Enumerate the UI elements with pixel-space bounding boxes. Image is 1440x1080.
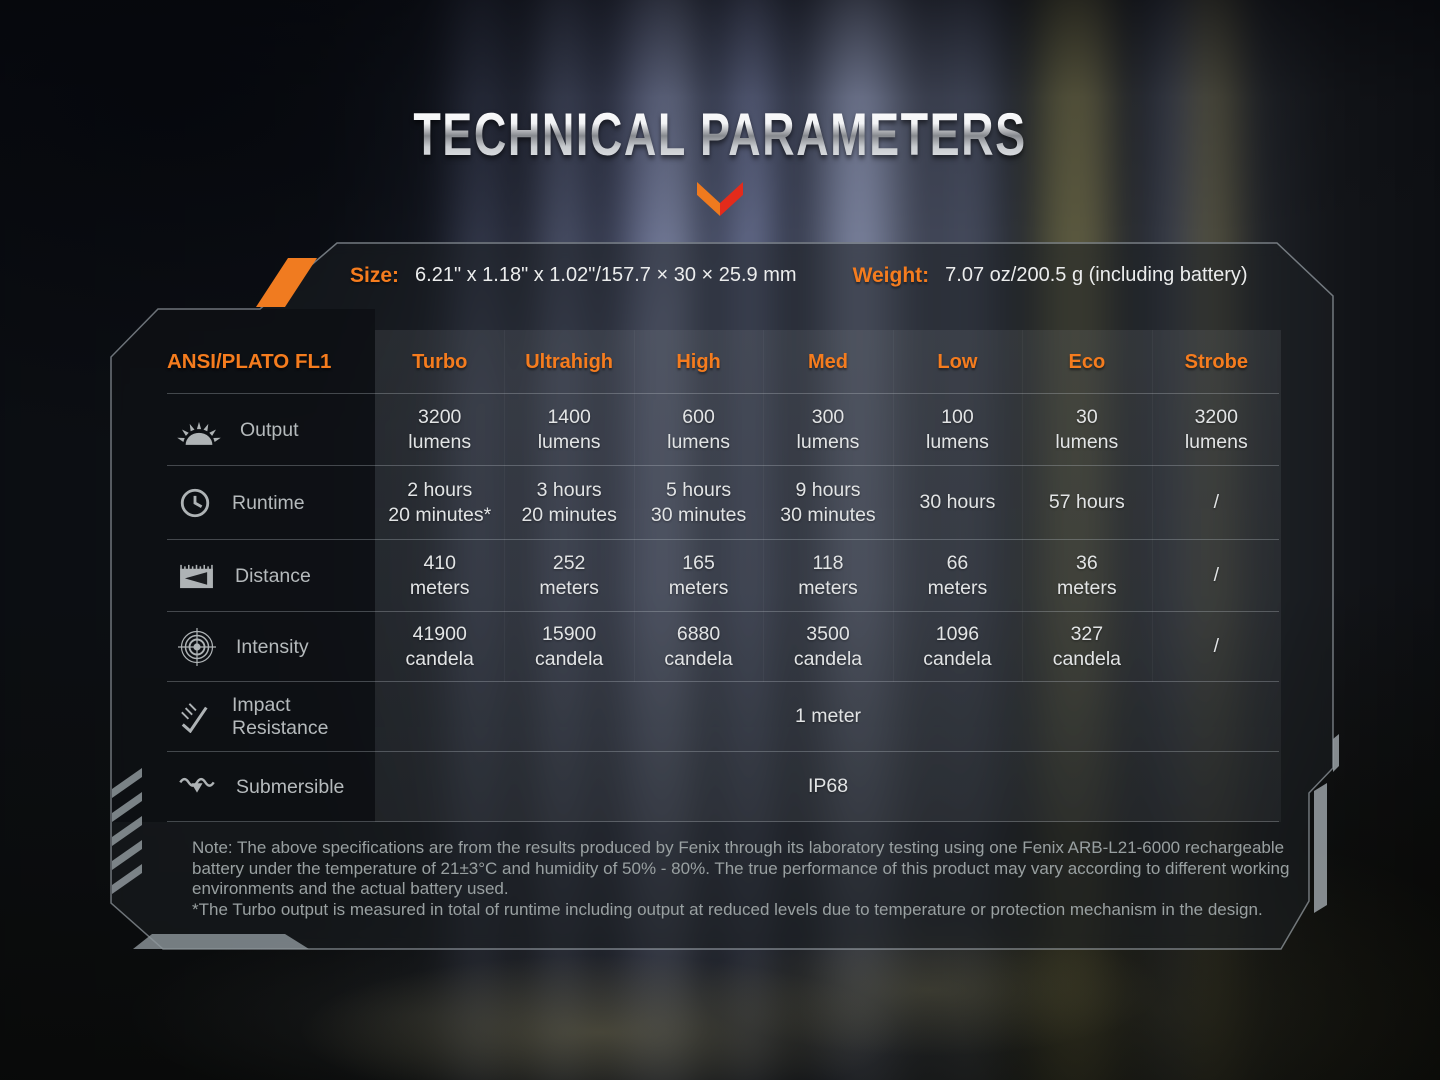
spec-value-cell: 41900 candela: [405, 622, 474, 671]
spec-row-distance: Distance 410 meters 252 meters 165 meters 118 me…: [111, 540, 1281, 612]
spec-value-cell: 410 meters: [409, 551, 470, 600]
spec-value-cell: 1096 candela: [893, 612, 1022, 682]
mode-header-low: Low: [893, 330, 1022, 394]
spec-value-cell: 15900 candela: [504, 612, 633, 682]
mode-header-turbo: Turbo: [412, 350, 468, 373]
row-label-impact-resistance: Impact Resistance: [111, 682, 375, 752]
row-label-text: Impact Resistance: [232, 694, 329, 739]
spec-value-cell: 36 meters: [1022, 540, 1151, 612]
mode-header-strobe: Strobe: [1152, 330, 1281, 394]
impact-resistance-icon: [181, 703, 208, 733]
spec-value-cell: 3200 lumens: [1152, 394, 1281, 466]
spec-value-cell: 3 hours 20 minutes: [504, 466, 633, 540]
row-label-output: Output: [111, 394, 375, 466]
spec-row-intensity: Intensity 41900 candela 15900 candela 6880 can…: [111, 612, 1281, 682]
output-sun-icon: [177, 421, 221, 445]
spec-value-cell: /: [1152, 466, 1281, 540]
spec-value-cell: 30 hours: [893, 466, 1022, 540]
row-label-distance: Distance: [111, 540, 375, 612]
spec-value-cell: 1400 lumens: [504, 394, 633, 466]
row-label-submersible: Submersible: [111, 752, 375, 822]
row-label-text: Submersible: [236, 775, 345, 798]
spec-value-cell: 3200 lumens: [408, 405, 472, 454]
table-header-row: ANSI/PLATO FL1 Turbo Ultrahigh High Med Low Ec…: [111, 330, 1281, 394]
spec-span-value: 1 meter: [794, 705, 862, 728]
size-weight-bar: Size: 6.21" x 1.18" x 1.02"/157.7 × 30 ×…: [111, 242, 1333, 309]
spec-table: ANSI/PLATO FL1 Turbo Ultrahigh High Med Low Ec…: [111, 330, 1281, 822]
submersible-water-icon: [179, 777, 215, 793]
spec-row-output: Output 3200 lumens 1400 lumens 600 lumens 300 lu…: [111, 394, 1281, 466]
spec-value-cell: 600 lumens: [634, 394, 763, 466]
spec-value-cell: 2 hours 20 minutes*: [388, 478, 492, 527]
row-label-runtime: Runtime: [111, 466, 375, 540]
note-line: environments and the actual battery used…: [192, 879, 509, 899]
chevron-down-icon: [697, 182, 743, 216]
note-line: Note: The above specifications are from …: [192, 838, 1285, 857]
spec-value-cell: /: [1152, 540, 1281, 612]
spec-row-runtime: Runtime 2 hours 20 minutes* 3 hours 20 minut…: [111, 466, 1281, 540]
spec-row-impact-resistance: Impact Resistance 1 meter: [111, 682, 1281, 752]
row-label-text: Distance: [235, 564, 311, 587]
row-label-text: Runtime: [232, 491, 305, 514]
spec-value-cell: 327 candela: [1022, 612, 1151, 682]
spec-value-cell: 165 meters: [634, 540, 763, 612]
spec-value-cell: 6880 candela: [634, 612, 763, 682]
mode-header-eco: Eco: [1022, 330, 1151, 394]
spec-value-cell: /: [1152, 612, 1281, 682]
note-line: *The Turbo output is measured in total o…: [192, 899, 1263, 919]
mode-header-med: Med: [763, 330, 892, 394]
note-text: Note: The above specifications are from …: [192, 838, 1292, 920]
spec-row-submersible: Submersible IP68: [111, 752, 1281, 822]
chevron-left-stroke: [697, 182, 720, 216]
spec-value-cell: 3500 candela: [763, 612, 892, 682]
table-corner-label: ANSI/PLATO FL1: [167, 350, 332, 373]
runtime-clock-icon: [180, 488, 210, 518]
chevron-right-stroke: [720, 182, 743, 216]
weight-value: 7.07 oz/200.5 g (including battery): [945, 264, 1248, 286]
mode-header-high: High: [634, 330, 763, 394]
spec-panel-body: Size: 6.21" x 1.18" x 1.02"/157.7 × 30 ×…: [111, 242, 1333, 949]
spec-value-cell: 9 hours 30 minutes: [763, 466, 892, 540]
weight-label: Weight:: [852, 263, 930, 287]
spec-value-cell: 300 lumens: [763, 394, 892, 466]
row-label-text: Intensity: [236, 635, 309, 658]
size-value: 6.21" x 1.18" x 1.02"/157.7 × 30 × 25.9 …: [415, 264, 797, 286]
spec-value-cell: 100 lumens: [893, 394, 1022, 466]
row-label-intensity: Intensity: [111, 612, 375, 682]
size-label: Size:: [350, 263, 400, 287]
spec-value-cell: 5 hours 30 minutes: [634, 466, 763, 540]
spec-value-cell: 57 hours: [1022, 466, 1151, 540]
distance-beam-icon: [180, 564, 213, 588]
page-title: TECHNICAL PARAMETERS: [180, 100, 1260, 169]
spec-value-cell: 118 meters: [763, 540, 892, 612]
row-label-text: Output: [240, 418, 299, 441]
mode-header-ultrahigh: Ultrahigh: [504, 330, 633, 394]
spec-value-cell: 30 lumens: [1022, 394, 1151, 466]
spec-value-cell: 252 meters: [504, 540, 633, 612]
note-line: battery under the temperature of 21±3°C …: [192, 858, 1290, 878]
spec-span-value: IP68: [807, 775, 849, 798]
intensity-target-icon: [178, 628, 216, 666]
spec-value-cell: 66 meters: [893, 540, 1022, 612]
